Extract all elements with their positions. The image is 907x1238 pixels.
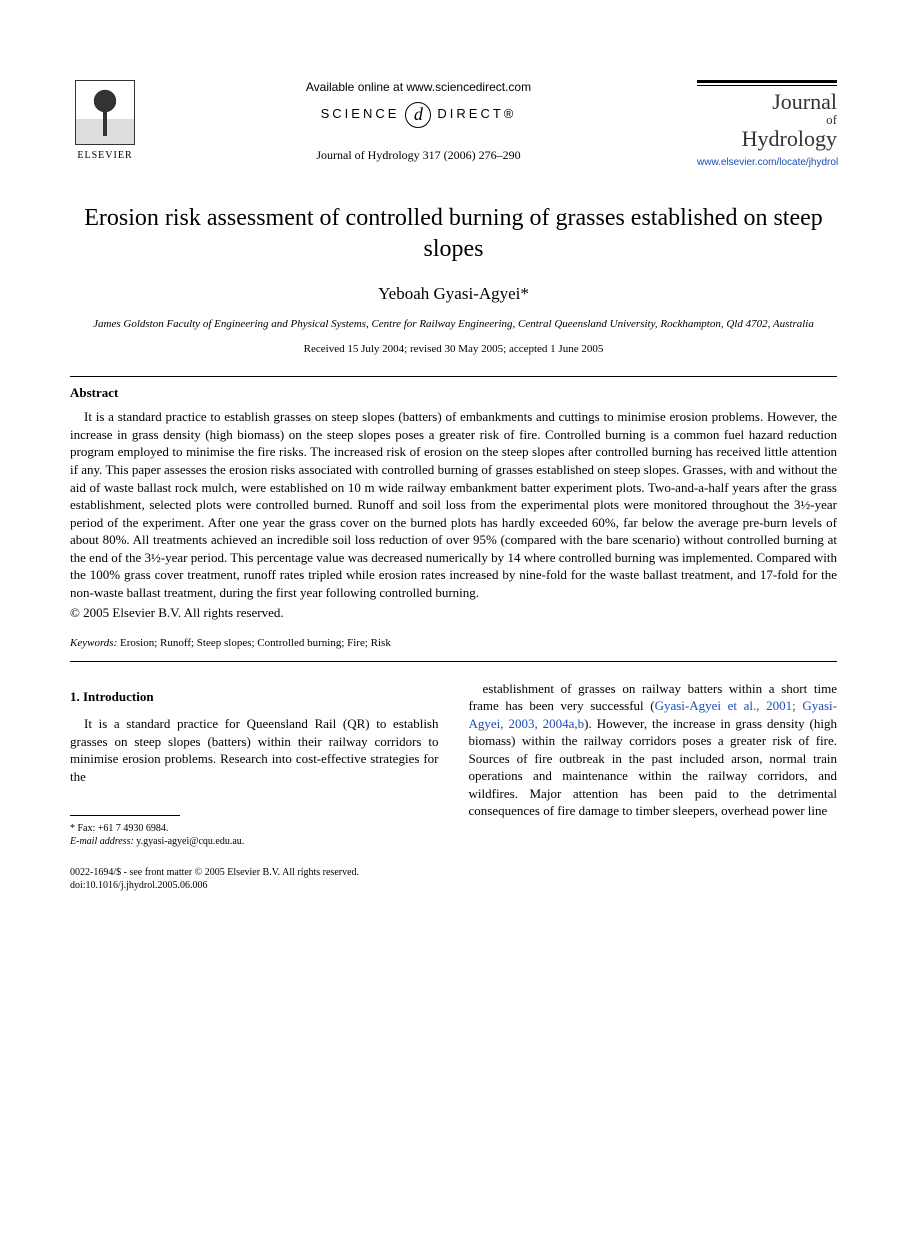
- page-header: ELSEVIER Available online at www.science…: [70, 80, 837, 169]
- copyright-line: © 2005 Elsevier B.V. All rights reserved…: [70, 605, 837, 622]
- column-left: 1. Introduction It is a standard practic…: [70, 680, 439, 849]
- front-matter-line: 0022-1694/$ - see front matter © 2005 El…: [70, 866, 837, 879]
- elsevier-tree-icon: [75, 80, 135, 145]
- available-online-text: Available online at www.sciencedirect.co…: [160, 80, 677, 96]
- keywords-label: Keywords:: [70, 637, 117, 649]
- sciencedirect-d-icon: d: [405, 102, 431, 128]
- keywords-text: Erosion; Runoff; Steep slopes; Controlle…: [117, 637, 391, 649]
- keywords-line: Keywords: Erosion; Runoff; Steep slopes;…: [70, 636, 837, 650]
- journal-logo: Journal of Hydrology www.elsevier.com/lo…: [697, 80, 837, 169]
- article-author: Yeboah Gyasi-Agyei*: [70, 283, 837, 305]
- intro-col1-text: It is a standard practice for Queensland…: [70, 715, 439, 785]
- column-right: establishment of grasses on railway batt…: [469, 680, 838, 849]
- intro-col2-text: establishment of grasses on railway batt…: [469, 680, 838, 820]
- sciencedirect-left: SCIENCE: [321, 106, 400, 123]
- article-title: Erosion risk assessment of controlled bu…: [70, 203, 837, 265]
- footnote-email: E-mail address: y.gyasi-agyei@cqu.edu.au…: [70, 835, 439, 848]
- sciencedirect-logo: SCIENCE d DIRECT®: [321, 102, 517, 128]
- elsevier-logo: ELSEVIER: [70, 80, 140, 162]
- body-columns: 1. Introduction It is a standard practic…: [70, 680, 837, 849]
- footnotes: * Fax: +61 7 4930 6984. E-mail address: …: [70, 822, 439, 848]
- journal-name-part1: Journal: [772, 89, 837, 114]
- journal-name-of: of: [697, 113, 837, 127]
- abstract-heading: Abstract: [70, 385, 837, 402]
- footnote-fax: * Fax: +61 7 4930 6984.: [70, 822, 439, 835]
- bottom-metadata: 0022-1694/$ - see front matter © 2005 El…: [70, 866, 837, 892]
- journal-name-part2: Hydrology: [742, 126, 837, 151]
- divider-top: [70, 376, 837, 377]
- abstract-body: It is a standard practice to establish g…: [70, 408, 837, 601]
- sciencedirect-right: DIRECT®: [437, 106, 516, 123]
- article-affiliation: James Goldston Faculty of Engineering an…: [70, 317, 837, 332]
- intro-heading: 1. Introduction: [70, 688, 439, 706]
- journal-name: Journal of Hydrology: [697, 90, 837, 150]
- footnote-email-value: y.gyasi-agyei@cqu.edu.au.: [134, 836, 244, 847]
- abstract-text: It is a standard practice to establish g…: [70, 408, 837, 601]
- article-dates: Received 15 July 2004; revised 30 May 20…: [70, 342, 837, 356]
- divider-bottom: [70, 661, 837, 662]
- footnote-separator: [70, 815, 180, 816]
- intro-col2-post: ). However, the increase in grass densit…: [469, 716, 838, 819]
- journal-bar-thick: [697, 80, 837, 83]
- journal-bar-thin: [697, 85, 837, 86]
- footnote-email-label: E-mail address:: [70, 836, 134, 847]
- elsevier-text: ELSEVIER: [70, 149, 140, 162]
- journal-reference: Journal of Hydrology 317 (2006) 276–290: [160, 148, 677, 164]
- journal-link[interactable]: www.elsevier.com/locate/jhydrol: [697, 156, 837, 169]
- center-header: Available online at www.sciencedirect.co…: [140, 80, 697, 163]
- doi-line: doi:10.1016/j.jhydrol.2005.06.006: [70, 879, 837, 892]
